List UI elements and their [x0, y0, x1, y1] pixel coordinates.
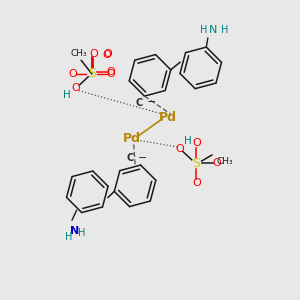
Text: H: H: [200, 25, 208, 34]
Text: Pd: Pd: [159, 111, 177, 124]
Text: C: C: [126, 153, 134, 163]
Text: −: −: [138, 153, 147, 163]
Text: O: O: [102, 50, 111, 60]
Text: O: O: [72, 83, 81, 93]
Text: O: O: [103, 50, 112, 59]
Text: N: N: [209, 25, 217, 34]
Text: H: H: [65, 232, 73, 242]
Text: CH₃: CH₃: [71, 49, 88, 58]
Text: O: O: [89, 49, 98, 58]
Text: O: O: [192, 138, 201, 148]
Text: H: H: [78, 228, 85, 238]
Text: O: O: [107, 69, 116, 79]
Text: H: H: [221, 25, 228, 34]
Text: S: S: [192, 157, 200, 170]
Text: S: S: [88, 68, 96, 80]
Text: Pd: Pd: [123, 132, 141, 145]
Text: H: H: [184, 136, 192, 146]
Text: N: N: [70, 226, 80, 236]
Text: O: O: [107, 68, 116, 77]
Text: O: O: [176, 143, 184, 154]
Text: O: O: [213, 158, 222, 168]
Text: H: H: [63, 90, 70, 100]
Text: O: O: [192, 178, 201, 188]
Text: C: C: [136, 98, 143, 108]
Text: O: O: [68, 69, 77, 79]
Text: CH₃: CH₃: [217, 158, 233, 166]
Text: −: −: [147, 97, 156, 107]
